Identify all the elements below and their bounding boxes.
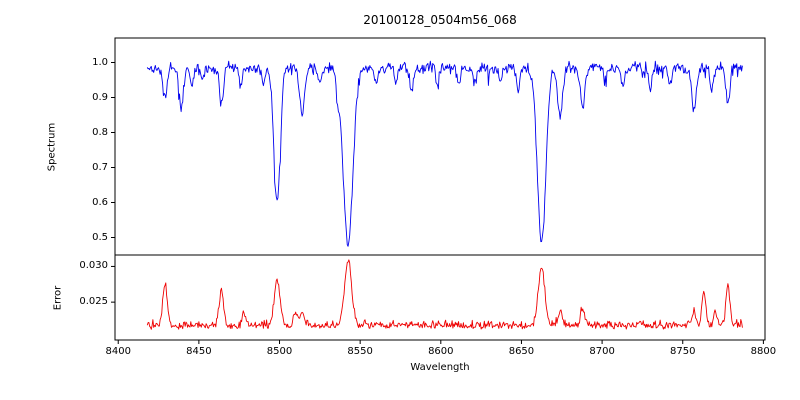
y-tick-label: 1.0 — [92, 56, 108, 68]
x-tick-label: 8400 — [105, 346, 131, 357]
x-tick-label: 8450 — [186, 346, 212, 357]
x-tick-label: 8500 — [266, 346, 293, 357]
y-tick-label: 0.7 — [92, 161, 108, 173]
x-tick-label: 8700 — [589, 346, 615, 357]
spectrum-line — [146, 60, 743, 247]
x-tick-label: 8550 — [347, 346, 373, 357]
y-tick-label: 0.030 — [79, 260, 108, 272]
y-tick-label: 0.5 — [92, 231, 108, 243]
y-tick-label: 0.9 — [92, 91, 108, 103]
y-tick-label: 0.8 — [92, 126, 108, 138]
y-tick-label: 0.025 — [79, 296, 108, 308]
error-line — [146, 259, 743, 330]
x-tick-label: 8650 — [508, 346, 535, 357]
y-tick-label: 0.6 — [92, 196, 108, 208]
x-tick-label: 8600 — [428, 346, 454, 357]
x-tick-label: 8750 — [670, 346, 696, 357]
chart-title: 20100128_0504m56_068 — [363, 13, 517, 27]
x-tick-label: 8800 — [750, 346, 777, 357]
x-axis-label: Wavelength — [410, 362, 470, 373]
error-axes-frame — [114, 254, 766, 341]
